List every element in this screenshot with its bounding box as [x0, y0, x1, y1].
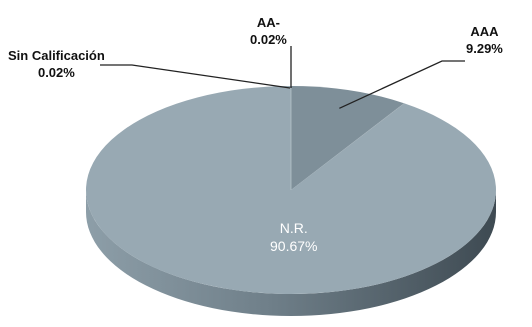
pie-slice-sin-calificacion	[291, 103, 405, 190]
slice-value-aaa: 9.29%	[466, 41, 503, 56]
slice-value-aa-minus: 0.02%	[250, 32, 287, 47]
slice-label-nr: N.R. 90.67%	[270, 219, 317, 255]
slice-name-aaa: AAA	[470, 24, 499, 39]
slice-label-aa-minus: AA- 0.02%	[250, 14, 287, 48]
pie-side-wall	[86, 190, 496, 316]
slice-name-nr: N.R.	[279, 220, 308, 236]
slice-name-sin-calificacion: Sin Calificación	[8, 48, 105, 63]
slice-label-aaa: AAA 9.29%	[466, 23, 503, 57]
slice-label-sin-calificacion: Sin Calificación 0.02%	[8, 47, 105, 81]
pie-slice-aa-minus	[291, 103, 405, 190]
slice-name-aa-minus: AA-	[256, 15, 280, 30]
slice-value-nr: 90.67%	[270, 238, 318, 254]
leader-line-aaa	[339, 60, 465, 109]
pie-slice-aaa	[291, 86, 404, 190]
slice-value-sin-calificacion: 0.02%	[37, 65, 75, 80]
leader-line-sin-calificacion	[100, 64, 291, 89]
